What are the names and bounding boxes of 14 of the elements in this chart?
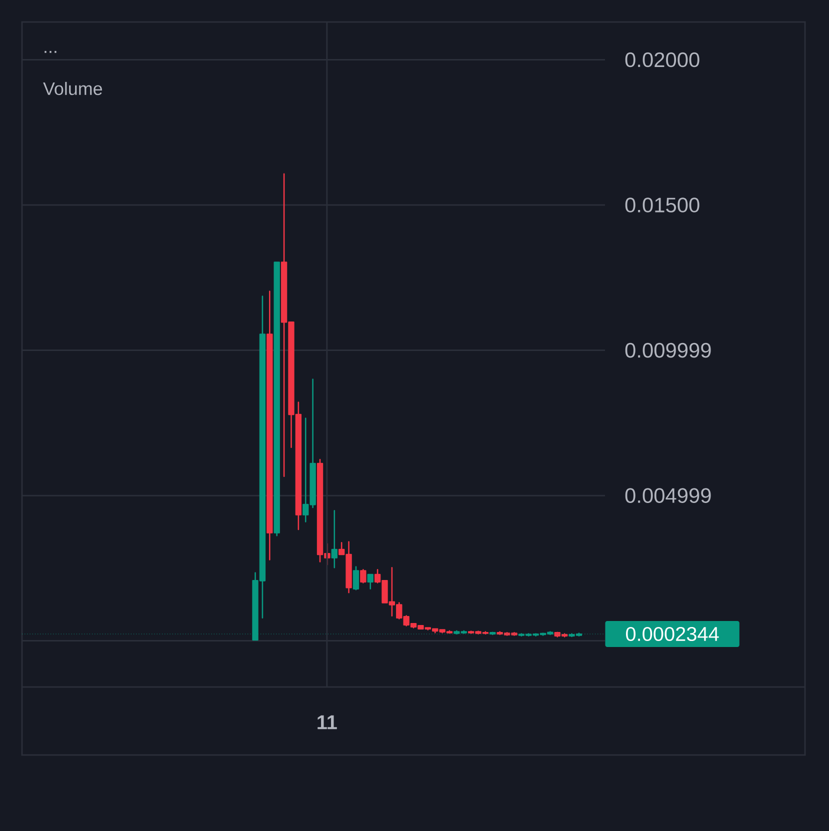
candlestick xyxy=(331,510,338,568)
y-tick-label: 0.004999 xyxy=(625,488,711,503)
y-tick-label: 0.01500 xyxy=(625,198,700,212)
y-tick-label: 0.009999 xyxy=(625,342,711,358)
text: ... xyxy=(44,50,56,53)
ref-line-label: 0.0002344 xyxy=(626,626,719,642)
text: 11 xyxy=(318,715,337,730)
candlestick xyxy=(367,574,374,590)
text: Volume xyxy=(43,82,102,96)
candlestick xyxy=(360,568,366,584)
candlestick xyxy=(266,290,273,560)
y-tick-label: 0.02000 xyxy=(625,52,700,68)
candlestick xyxy=(352,566,360,590)
candlestick xyxy=(274,262,280,536)
